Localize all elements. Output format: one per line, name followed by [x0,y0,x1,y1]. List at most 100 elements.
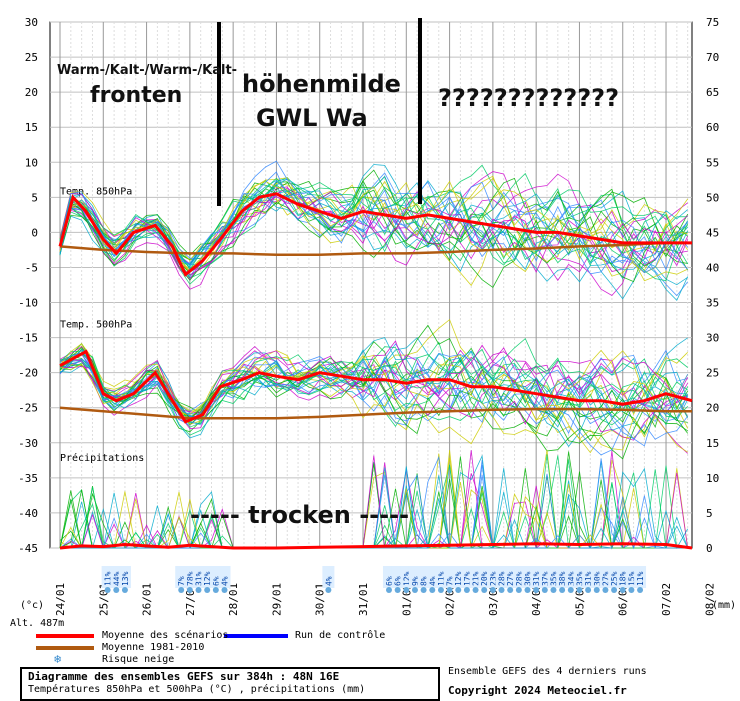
right-tick-label: 35 [706,297,719,310]
snow-flake-mark [403,587,410,593]
ensemble-member-line [59,358,689,428]
right-tick-label: 25 [706,367,719,380]
snow-flake-mark [446,587,453,593]
snow-flake-mark [611,587,618,593]
snow-risk-value: 30% [524,571,533,586]
snow-risk-value: 7% [446,576,455,586]
snow-risk-value: 4% [220,576,229,586]
panel-label-precip: Précipitations [60,452,144,464]
snow-flake-mark [212,587,219,593]
snow-flake-mark [221,587,228,593]
right-tick-label: 0 [706,542,713,555]
snow-flake-mark [195,587,202,593]
snow-risk-value: 13% [121,571,130,586]
snow-risk-value: 11% [104,571,113,586]
snow-risk-value: 11% [636,571,645,586]
right-tick-label: 5 [706,507,713,520]
snow-risk-value: 78% [186,571,195,586]
panel-label-500: Temp. 500hPa [60,320,132,331]
snow-risk-value: 18% [619,571,628,586]
snow-risk-value: 6% [385,576,394,586]
snow-flake-mark [429,587,436,593]
dry-annotation: ----- trocken ----- [190,501,410,529]
plot-frame [49,21,693,549]
left-unit-label: (°c) [20,600,45,611]
snow-flake-mark [394,587,401,593]
snow-risk-value: 34% [567,571,576,586]
snow-risk-value: 6% [212,576,221,586]
right-tick-label: 10 [706,472,719,485]
ensemble-member-line [59,171,688,274]
footer-title: Diagramme des ensembles GEFS sur 384h : … [28,670,340,683]
snow-risk-value: 4% [428,576,437,586]
right-tick-label: 15 [706,437,719,450]
left-tick-label: -10 [18,297,38,310]
left-tick-label: -25 [18,402,38,415]
legend-snow-label: Risque neige [102,654,175,665]
snow-legend-icon: ❄ [54,652,61,666]
snow-flake-mark [585,587,592,593]
snow-risk-value: 12% [203,571,212,586]
snow-flake-mark [559,587,566,593]
snow-risk-value: 17% [463,571,472,586]
right-tick-label: 50 [706,191,719,204]
ensemble-member-line [59,351,688,437]
climate-mean-line-t500 [59,406,692,420]
right-tick-label: 60 [706,121,719,134]
right-tick-label: 70 [706,51,719,64]
snow-flake-mark [472,587,479,593]
left-tick-label: 30 [25,16,38,29]
x-tick-label: 26/01 [141,583,154,616]
scenario-mean-line-t500 [59,349,693,424]
right-tick-label: 65 [706,86,719,99]
snow-risk-value: 27% [601,571,610,586]
snow-risk-value: 20% [480,571,489,586]
ensemble-member-line [59,177,688,267]
ensemble-member-line [59,350,689,421]
snow-risk-box [218,566,231,588]
snow-flake-mark [567,587,574,593]
snow-risk-value: 7% [177,576,186,586]
right-tick-label: 45 [706,226,719,239]
x-tick-label: 07/02 [660,583,673,616]
legend-mean-label: Moyenne des scénarios [102,630,229,641]
snow-risk-value: 31% [532,571,541,586]
snow-risk-value: 28% [498,571,507,586]
snow-flake-mark [515,587,522,593]
snow-flake-mark [507,587,514,593]
right-tick-label: 20 [706,402,719,415]
snow-flake-mark [420,587,427,593]
snow-flake-mark [533,587,540,593]
snow-risk-value: 25% [610,571,619,586]
x-tick-label: 08/02 [703,583,716,616]
snow-flake-mark [178,587,185,593]
snow-flake-mark [489,587,496,593]
ensemble-member-line [59,177,688,271]
gwl-annotation-line2: GWL Wa [256,104,368,132]
fronts-annotation-line1: Warm-/Kalt-/Warm-/Kalt- [57,63,238,78]
ensemble-member-line [59,191,688,276]
snow-flake-mark [602,587,609,593]
x-tick-label: 29/01 [270,583,283,616]
snow-flake-mark [463,587,470,593]
x-tick-label: 31/01 [357,583,370,616]
panel-label-850: Temp. 850hPa [60,186,132,197]
legend-climate-label: Moyenne 1981-2010 [102,642,205,653]
snow-risk-value: 15% [627,571,636,586]
snow-risk-value: 27% [506,571,515,586]
snow-risk-value: 11% [437,571,446,586]
snow-risk-value: 21% [472,571,481,586]
snow-risk-value: 37% [541,571,550,586]
snow-flake-mark [576,587,583,593]
snow-risk-value: 28% [515,571,524,586]
scenario-mean-line-t850 [58,192,692,277]
snow-risk-value: 35% [549,571,558,586]
left-tick-label: -45 [18,542,38,555]
snow-flake-mark [498,587,505,593]
left-tick-label: -15 [18,332,38,345]
snow-flake-mark [113,587,120,593]
climate-mean-line-t850 [59,241,692,257]
snow-flake-mark [541,587,548,593]
x-tick-label: 30/01 [314,583,327,616]
